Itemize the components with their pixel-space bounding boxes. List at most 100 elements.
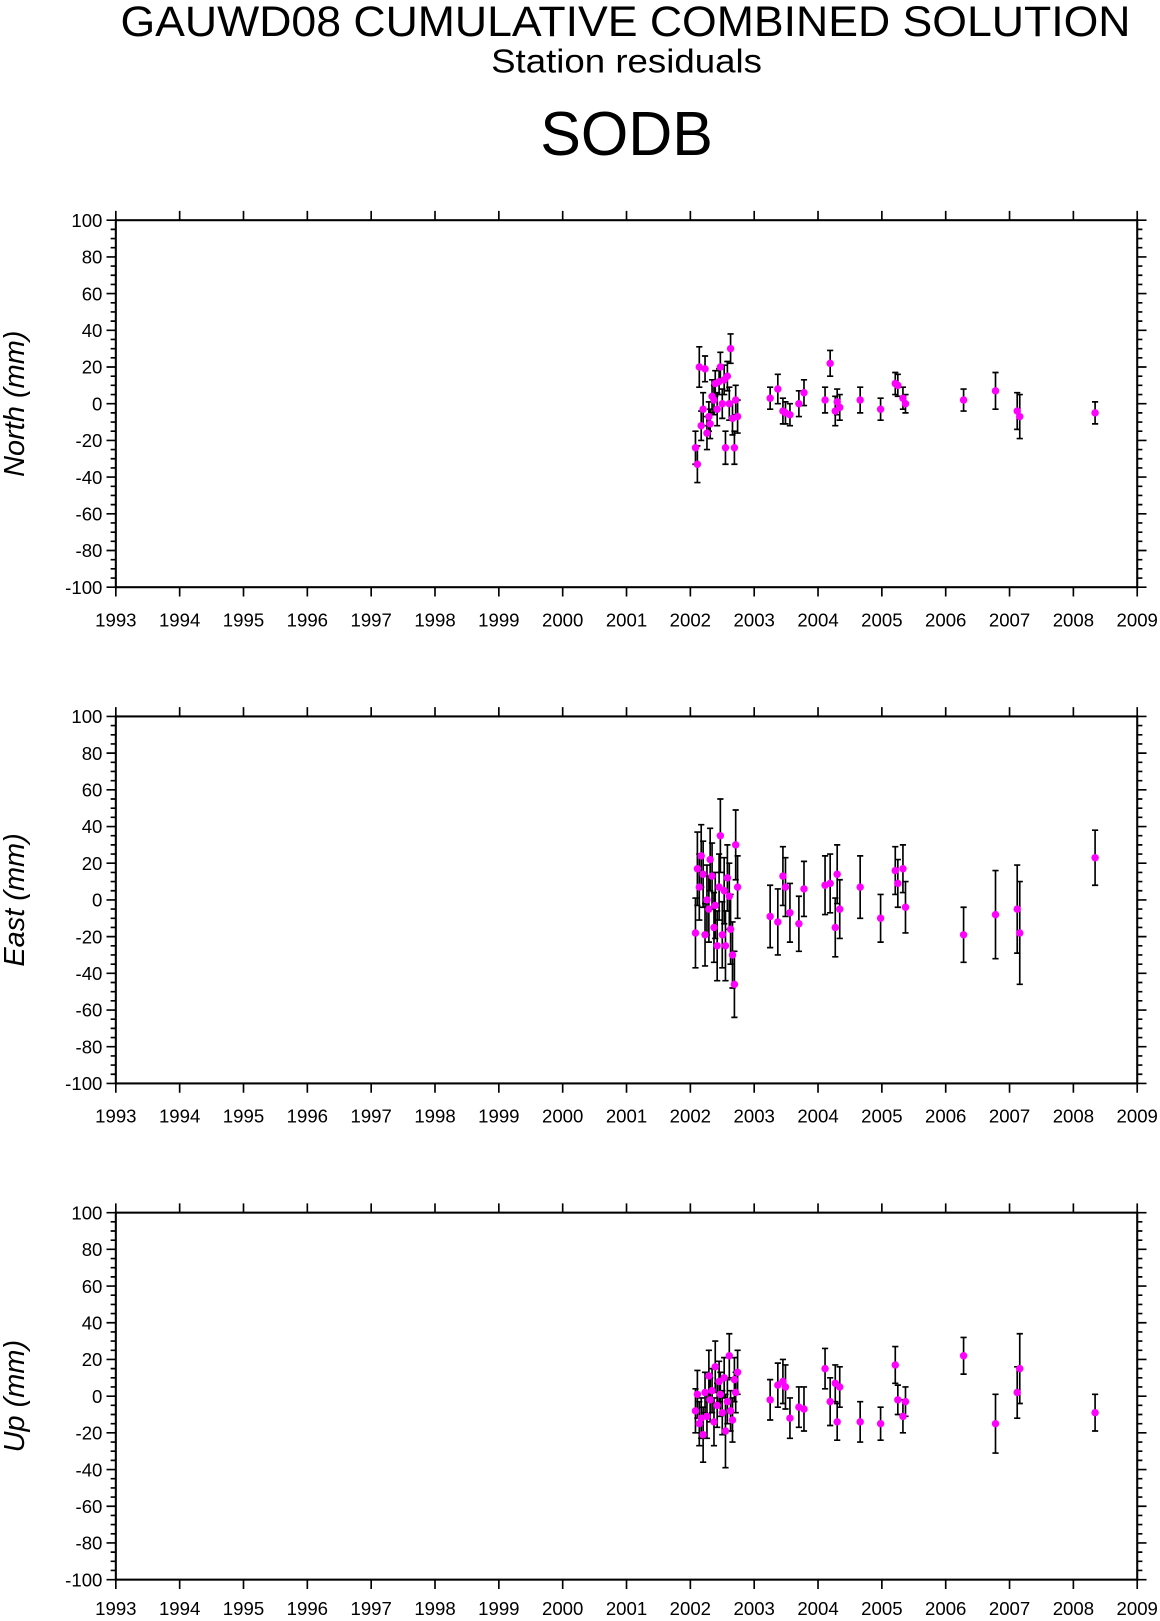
x-tick-label: 2003 bbox=[734, 609, 775, 630]
data-point bbox=[876, 914, 885, 922]
x-tick-label: 1997 bbox=[350, 1106, 391, 1127]
data-point bbox=[899, 865, 907, 873]
plot-frame bbox=[114, 715, 1139, 1085]
x-tick-label: 2007 bbox=[989, 1106, 1030, 1127]
data-point bbox=[959, 1352, 968, 1360]
data-point bbox=[856, 1418, 864, 1426]
data-point bbox=[766, 912, 774, 921]
data-point bbox=[725, 399, 734, 408]
data-point bbox=[779, 872, 787, 880]
y-tick-label: 60 bbox=[82, 283, 103, 304]
data-point bbox=[781, 1383, 790, 1391]
data-point bbox=[705, 905, 713, 913]
y-axis-ticks-left bbox=[106, 1211, 116, 1581]
x-tick-label: 2004 bbox=[797, 1106, 838, 1127]
data-point bbox=[766, 1396, 774, 1404]
data-point bbox=[708, 872, 716, 880]
data-point bbox=[1013, 905, 1021, 913]
data-point bbox=[716, 363, 725, 371]
x-tick-label: 1995 bbox=[223, 1598, 264, 1619]
data-point bbox=[725, 892, 734, 900]
data-point bbox=[1013, 1388, 1021, 1397]
y-tick-label: 20 bbox=[82, 357, 103, 378]
data-points bbox=[691, 1352, 1099, 1439]
x-tick-label: 2004 bbox=[797, 609, 838, 630]
data-point bbox=[836, 905, 844, 913]
x-tick-label: 1997 bbox=[350, 1598, 391, 1619]
data-point bbox=[795, 399, 803, 408]
data-point bbox=[991, 387, 1000, 395]
data-point bbox=[713, 942, 721, 950]
x-tick-label: 1993 bbox=[95, 1598, 136, 1619]
y-tick-label: -60 bbox=[76, 1496, 103, 1517]
y-axis-ticks-right bbox=[1137, 219, 1147, 589]
plot-frame bbox=[114, 219, 1139, 589]
data-point bbox=[733, 412, 742, 421]
data-point bbox=[708, 1386, 716, 1395]
data-point bbox=[713, 405, 721, 413]
data-point bbox=[774, 918, 782, 926]
y-tick-label: 40 bbox=[82, 816, 103, 837]
data-point bbox=[726, 925, 735, 934]
y-tick-label: -40 bbox=[76, 1459, 103, 1480]
data-point bbox=[786, 909, 794, 917]
data-point bbox=[786, 1414, 794, 1422]
data-point bbox=[876, 1419, 885, 1428]
data-point bbox=[836, 403, 844, 412]
x-tick-label: 2008 bbox=[1053, 1598, 1094, 1619]
data-point bbox=[691, 1407, 700, 1415]
data-point bbox=[721, 1427, 730, 1435]
x-tick-label: 1996 bbox=[287, 609, 328, 630]
x-tick-label: 2000 bbox=[542, 1598, 583, 1619]
data-point bbox=[728, 951, 737, 959]
y-tick-label: 100 bbox=[71, 706, 102, 727]
y-tick-label: 80 bbox=[82, 743, 103, 764]
data-point bbox=[705, 412, 713, 421]
x-tick-label: 1999 bbox=[478, 1106, 519, 1127]
data-point bbox=[833, 870, 841, 878]
data-point bbox=[710, 396, 718, 404]
data-point bbox=[1016, 412, 1024, 421]
panel-2: East (mm) 100 80 60 40 20 0 -20 -40 -60 -80 -100 199… bbox=[0, 706, 1158, 1127]
y-axis-label: Up (mm) bbox=[0, 1340, 31, 1453]
data-point bbox=[699, 405, 707, 413]
data-point bbox=[856, 396, 864, 404]
data-point bbox=[731, 396, 740, 404]
data-point bbox=[991, 910, 1000, 919]
x-tick-label: 2008 bbox=[1053, 609, 1094, 630]
y-axis-ticks-right bbox=[1137, 1211, 1147, 1581]
error-bars bbox=[692, 333, 1099, 484]
data-point bbox=[718, 399, 726, 408]
data-point bbox=[1091, 853, 1099, 862]
data-point bbox=[901, 399, 910, 408]
x-tick-label: 1995 bbox=[223, 1106, 264, 1127]
data-point bbox=[691, 929, 700, 937]
data-point bbox=[697, 1414, 705, 1422]
data-point bbox=[730, 980, 739, 989]
data-point bbox=[697, 421, 705, 430]
data-point bbox=[733, 883, 742, 891]
data-point bbox=[720, 887, 728, 895]
data-point bbox=[730, 1375, 739, 1384]
data-point bbox=[718, 931, 726, 939]
data-point bbox=[959, 931, 968, 939]
data-point bbox=[899, 1412, 907, 1421]
data-point bbox=[826, 359, 834, 368]
data-point bbox=[894, 1396, 902, 1404]
panel-3: Up (mm) 100 80 60 40 20 0 -20 -40 -60 -80 -100 1993 1… bbox=[0, 1202, 1158, 1618]
data-point bbox=[831, 923, 839, 932]
x-tick-label: 2002 bbox=[670, 1106, 711, 1127]
data-point bbox=[720, 1374, 728, 1382]
y-tick-label: -100 bbox=[65, 577, 102, 598]
data-point bbox=[786, 410, 794, 419]
error-bars bbox=[692, 798, 1099, 1019]
data-point bbox=[695, 363, 704, 371]
x-tick-label: 1996 bbox=[287, 1106, 328, 1127]
y-tick-label: -20 bbox=[76, 1423, 103, 1444]
data-point bbox=[731, 841, 740, 849]
x-tick-label: 2007 bbox=[989, 609, 1030, 630]
data-point bbox=[821, 1364, 829, 1373]
data-point bbox=[1091, 1408, 1099, 1417]
data-point bbox=[826, 879, 834, 888]
